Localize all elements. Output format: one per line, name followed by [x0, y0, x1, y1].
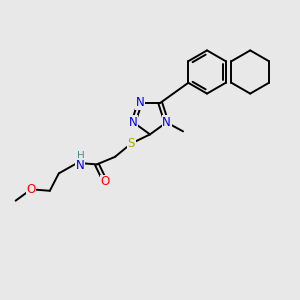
Text: N: N — [135, 96, 144, 110]
Text: O: O — [101, 175, 110, 188]
Text: N: N — [76, 159, 85, 172]
Text: N: N — [162, 116, 171, 129]
Text: O: O — [27, 183, 36, 196]
Text: N: N — [129, 116, 138, 129]
Text: S: S — [128, 137, 135, 150]
Text: H: H — [76, 151, 84, 161]
